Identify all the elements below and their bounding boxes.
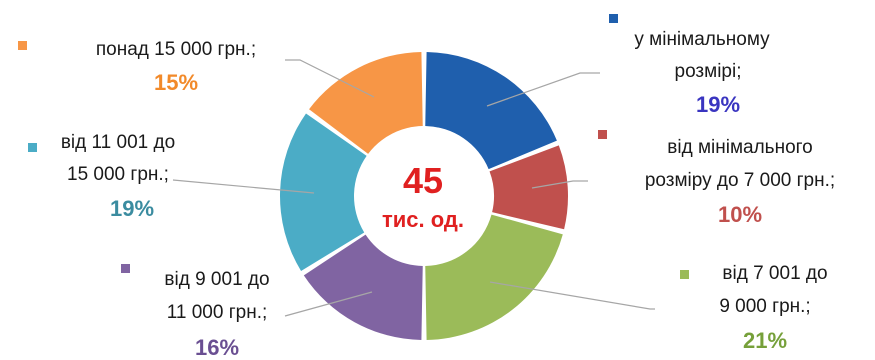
slice-4-percent: 16% (195, 335, 239, 360)
slice-2-label-line-2: розміру до 7 000 грн.; (645, 170, 835, 191)
slice-1-label-line-1: у мінімальному (634, 29, 770, 50)
donut-slice-4 (303, 234, 423, 340)
donut-slice-5 (280, 113, 367, 271)
slice-2-label-line-1: від мінімального (667, 137, 812, 158)
slice-4-label-line-1: від 9 001 до (164, 269, 269, 290)
slice-6-label-line-1: понад 15 000 грн.; (96, 39, 256, 60)
legend-marker-2 (598, 130, 607, 139)
slice-1-percent: 19% (696, 92, 740, 117)
slice-3-percent: 21% (743, 328, 787, 353)
donut-slice-2 (489, 145, 569, 230)
slice-5-percent: 19% (110, 196, 154, 221)
center-value: 45 (403, 160, 443, 201)
leader-line-6 (285, 59, 375, 98)
legend-marker-4 (121, 264, 130, 273)
center-unit: тис. од. (382, 207, 464, 232)
slice-4-label-line-2: 11 000 грн.; (167, 302, 268, 323)
slice-3-label-line-1: від 7 001 до (722, 263, 827, 284)
legend-marker-6 (18, 41, 27, 50)
donut-slice-6 (309, 52, 423, 154)
slice-3-label-line-2: 9 000 грн.; (719, 296, 810, 317)
slice-5-label-line-1: від 11 001 до (61, 132, 175, 153)
slice-2-percent: 10% (718, 202, 762, 227)
leader-line-1 (486, 72, 600, 107)
legend-marker-1 (609, 14, 618, 23)
donut-slice-1 (425, 52, 557, 170)
leader-lines (172, 59, 655, 317)
legend-marker-5 (28, 143, 37, 152)
leader-line-4 (284, 291, 373, 317)
slice-1-label-line-2: розмірі; (675, 61, 742, 82)
legend-markers (18, 14, 689, 279)
leader-line-2 (531, 180, 588, 189)
slice-labels: у мінімальному розмірі; 19% від мінімальног… (61, 29, 835, 360)
leader-line-5 (172, 179, 315, 194)
legend-marker-3 (680, 270, 689, 279)
leader-line-3 (489, 281, 655, 310)
slice-6-percent: 15% (154, 70, 198, 95)
donut-slice-3 (425, 214, 563, 340)
slice-5-label-line-2: 15 000 грн.; (67, 164, 169, 185)
donut-slices (280, 52, 569, 340)
